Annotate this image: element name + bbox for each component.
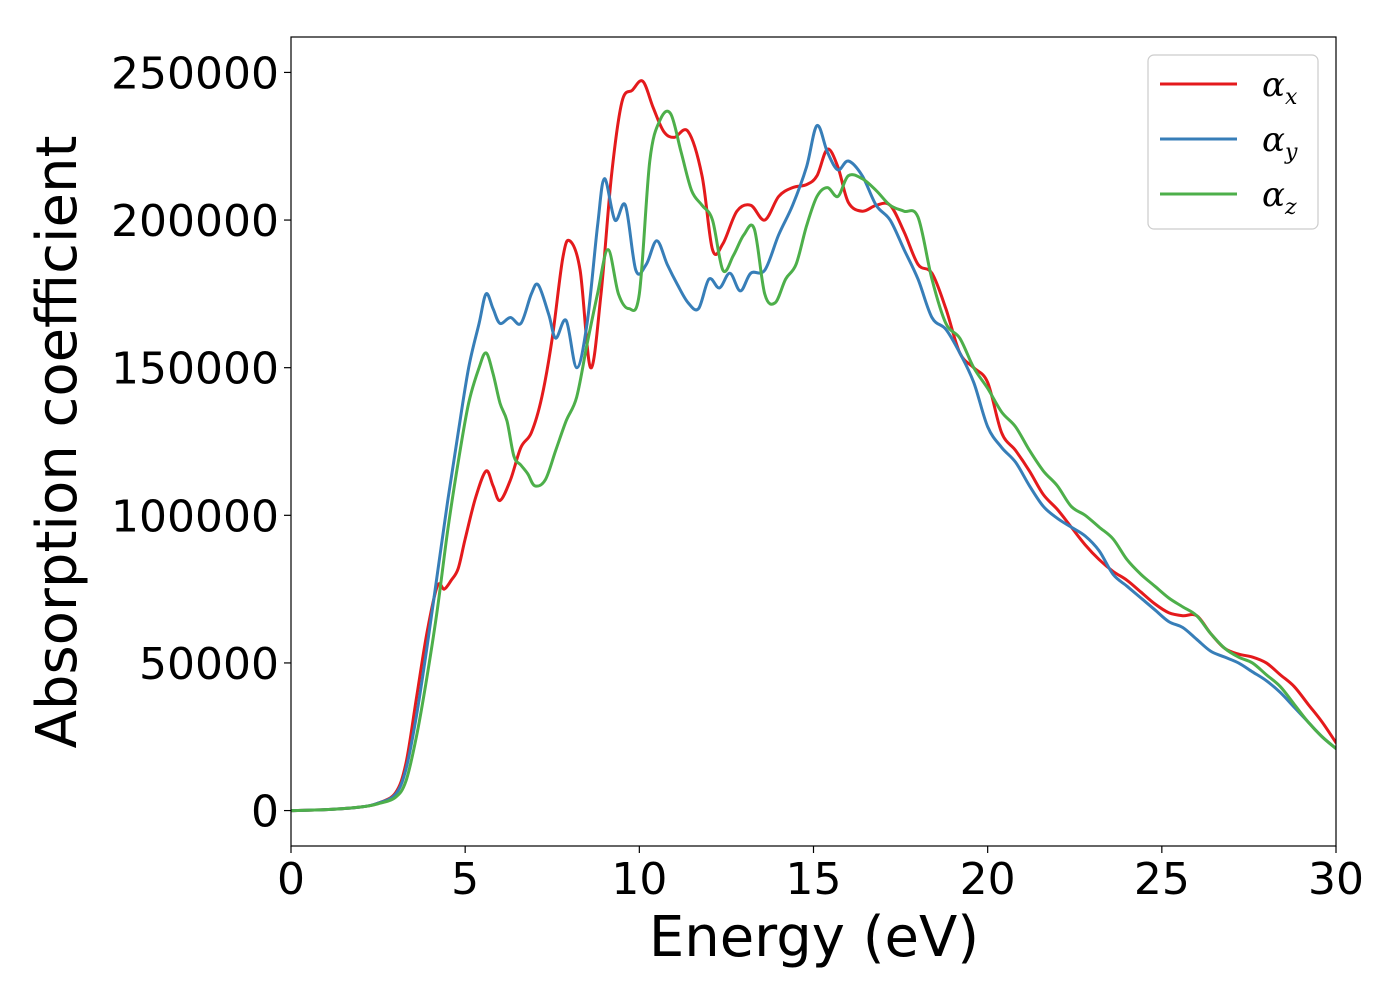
y-tick-label: 200000	[111, 196, 279, 247]
legend-label-z: αz	[1262, 175, 1297, 220]
legend-label-y: αy	[1262, 120, 1298, 165]
y-tick-label: 100000	[111, 491, 279, 542]
series-line-y	[291, 124, 1336, 813]
legend-box	[1147, 54, 1319, 230]
series-line-x	[291, 79, 1336, 813]
x-tick-label: 20	[960, 854, 1016, 905]
y-tick-label: 50000	[139, 639, 279, 690]
legend-label-x: αx	[1262, 65, 1298, 110]
y-axis-label: Absorption coefficient	[25, 136, 90, 749]
y-tick-label: 0	[251, 787, 279, 838]
x-axis-label: Energy (eV)	[649, 905, 979, 970]
y-tick-label: 250000	[111, 48, 279, 99]
x-tick-label: 5	[451, 854, 479, 905]
x-tick-label: 0	[277, 854, 305, 905]
x-tick-label: 10	[611, 854, 667, 905]
x-axis-ticks: 0 5 10 15 20 25 30	[277, 846, 1364, 905]
x-tick-label: 25	[1134, 854, 1190, 905]
series-line-z	[291, 109, 1336, 813]
x-tick-label: 15	[786, 854, 842, 905]
legend: αx αy αz	[1147, 54, 1319, 230]
y-axis-ticks: 0 50000 100000 150000 200000 250000	[111, 48, 291, 838]
y-tick-label: 150000	[111, 344, 279, 395]
x-tick-label: 30	[1308, 854, 1364, 905]
